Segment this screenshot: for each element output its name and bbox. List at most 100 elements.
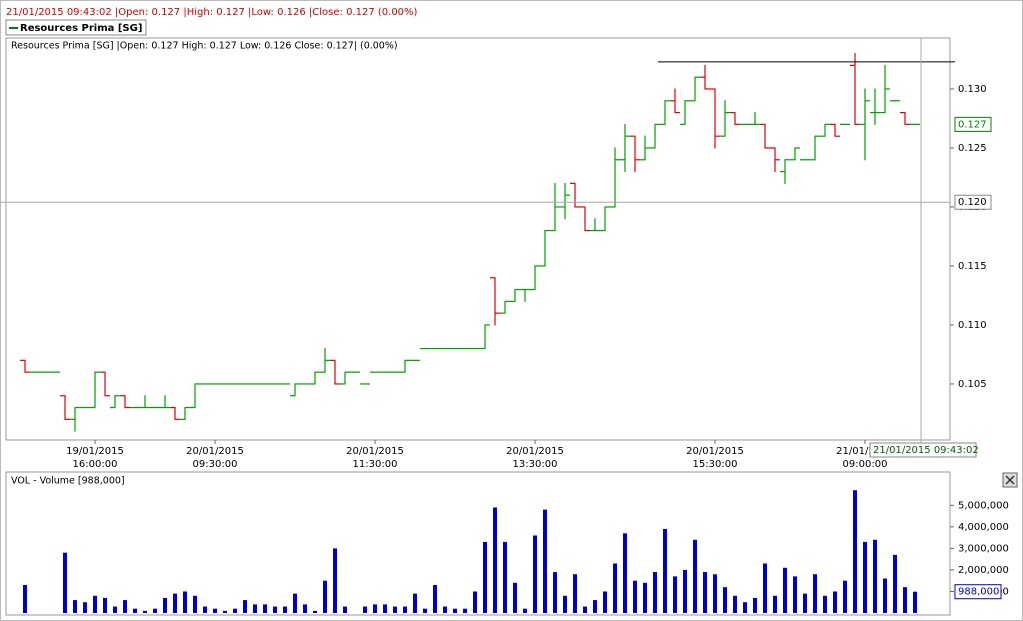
volume-bar xyxy=(103,597,107,613)
volume-bar xyxy=(683,569,687,613)
y-tick-label: 3,000,000 xyxy=(958,543,1009,554)
x-tick-label: 13:30:00 xyxy=(513,459,558,470)
volume-bar xyxy=(813,574,817,613)
price-title: Resources Prima [SG] |Open: 0.127 High: … xyxy=(11,41,398,52)
volume-bar xyxy=(653,572,657,613)
volume-bar xyxy=(643,582,647,613)
volume-bar xyxy=(703,572,707,613)
volume-bar xyxy=(373,604,377,613)
y-tick-label: 0.110 xyxy=(958,320,987,331)
volume-bar xyxy=(213,608,217,613)
y-tick-label: 4,000,000 xyxy=(958,522,1009,533)
volume-bar xyxy=(753,597,757,613)
y-tick-label: 0.125 xyxy=(958,143,987,154)
volume-bar xyxy=(613,563,617,613)
volume-bar xyxy=(123,600,127,613)
volume-bar xyxy=(303,604,307,613)
volume-bar xyxy=(243,600,247,613)
x-tick-label: 20/01/2015 xyxy=(506,446,564,457)
volume-bar xyxy=(143,610,147,613)
volume-bar xyxy=(563,595,567,613)
volume-bar xyxy=(293,593,297,613)
last-price-label: 0.127 xyxy=(958,119,987,130)
volume-panel xyxy=(5,471,951,616)
x-tick-label: 20/01/2015 xyxy=(346,446,404,457)
volume-bar xyxy=(363,606,367,613)
volume-bar xyxy=(413,593,417,613)
volume-bar xyxy=(283,606,287,613)
x-tick-label: 19/01/2015 xyxy=(66,446,124,457)
volume-bar xyxy=(203,606,207,613)
volume-bar xyxy=(333,548,337,613)
volume-bar xyxy=(823,595,827,613)
volume-bar xyxy=(313,610,317,613)
volume-bar xyxy=(863,541,867,613)
volume-bar xyxy=(453,608,457,613)
volume-bar xyxy=(223,610,227,613)
volume-bar xyxy=(473,591,477,613)
volume-bar xyxy=(163,597,167,613)
volume-bar xyxy=(673,576,677,613)
volume-bar xyxy=(383,604,387,613)
volume-bar xyxy=(593,600,597,613)
volume-bar xyxy=(93,595,97,613)
volume-bar xyxy=(523,608,527,613)
volume-bar xyxy=(773,595,777,613)
volume-bar xyxy=(793,576,797,613)
volume-bar xyxy=(83,602,87,613)
volume-bar xyxy=(483,541,487,613)
volume-bar xyxy=(543,509,547,613)
volume-bar xyxy=(63,552,67,613)
last-volume-tag xyxy=(954,584,1002,600)
volume-bar xyxy=(443,606,447,613)
price-panel xyxy=(5,37,951,441)
y-tick-label: 0.105 xyxy=(958,379,987,390)
volume-bar xyxy=(503,541,507,613)
volume-bar xyxy=(183,591,187,613)
legend-box xyxy=(5,19,147,36)
volume-bar xyxy=(253,604,257,613)
volume-bar xyxy=(713,574,717,613)
volume-bar xyxy=(743,602,747,613)
volume-title: VOL - Volume [988,000] xyxy=(11,476,125,487)
volume-bar xyxy=(893,554,897,613)
volume-bar xyxy=(913,591,917,613)
volume-bar xyxy=(603,591,607,613)
x-tick-label: 20/01/2015 xyxy=(686,446,744,457)
volume-bar xyxy=(513,582,517,613)
volume-bar xyxy=(113,606,117,613)
y-tick-label: 2,000,000 xyxy=(958,565,1009,576)
last-price-tag xyxy=(954,116,992,132)
x-tick-label: 16:00:00 xyxy=(73,459,118,470)
volume-bar xyxy=(583,606,587,613)
x-tick-label: 09:30:00 xyxy=(193,459,238,470)
volume-bar xyxy=(133,608,137,613)
volume-bar xyxy=(853,490,857,613)
volume-bar xyxy=(843,580,847,613)
volume-bar xyxy=(783,567,787,613)
volume-bar xyxy=(723,587,727,613)
crosshair-x-tag xyxy=(869,442,977,458)
crosshair-y-label: 0.120 xyxy=(958,197,987,208)
y-tick-label: 0.115 xyxy=(958,261,987,272)
volume-bar xyxy=(693,539,697,613)
volume-bar xyxy=(463,608,467,613)
volume-bar xyxy=(763,563,767,613)
volume-bar xyxy=(193,595,197,613)
x-tick-label: 20/01/2015 xyxy=(186,446,244,457)
volume-bar xyxy=(493,507,497,613)
volume-bar xyxy=(323,580,327,613)
volume-bar xyxy=(733,595,737,613)
close-icon xyxy=(1005,475,1015,485)
volume-bar xyxy=(883,578,887,613)
volume-bar xyxy=(273,606,277,613)
volume-bar xyxy=(23,585,27,613)
legend-label: Resources Prima [SG] xyxy=(20,23,142,34)
volume-bar xyxy=(803,593,807,613)
volume-bar xyxy=(533,535,537,613)
volume-bar xyxy=(573,574,577,613)
volume-bar xyxy=(233,608,237,613)
crosshair-y-tag xyxy=(954,194,992,210)
x-tick-label: 09:00:00 xyxy=(843,459,888,470)
